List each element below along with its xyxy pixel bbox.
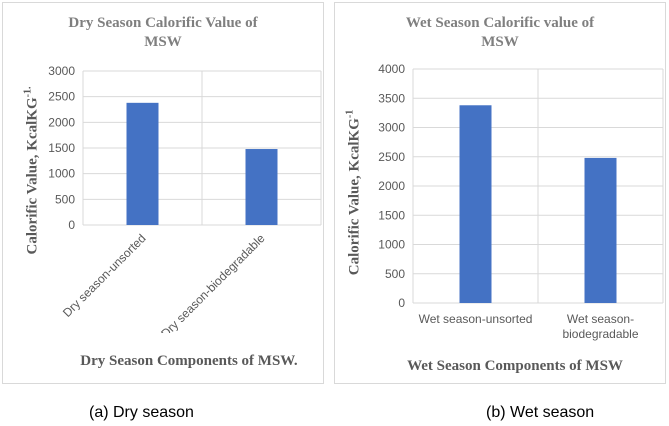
dry-chart-title-line-2: MSW bbox=[144, 34, 182, 50]
dry-bar bbox=[245, 149, 278, 225]
wet-category-label-line: biodegradable bbox=[562, 327, 638, 341]
dry-y-tick-label: 0 bbox=[68, 218, 75, 232]
wet-y-tick-label: 3000 bbox=[378, 121, 405, 135]
dry-plot-area: 0 500 1000 1500 2000 2500 3000 Dry season-unsor… bbox=[48, 64, 322, 333]
wet-y-tick-label: 500 bbox=[385, 267, 405, 281]
wet-y-tick-label: 1000 bbox=[378, 238, 405, 252]
dry-y-tick-label: 2500 bbox=[48, 90, 75, 104]
wet-y-tick-label: 2000 bbox=[378, 179, 405, 193]
wet-category-label: Wet season-unsorted bbox=[419, 312, 533, 326]
wet-y-tick-label: 3500 bbox=[378, 91, 405, 105]
wet-bar bbox=[584, 157, 617, 303]
wet-y-tick-label: 4000 bbox=[378, 62, 405, 76]
dry-chart-title-line-1: Dry Season Calorific Value of bbox=[68, 15, 258, 31]
dry-y-tick-label: 2000 bbox=[48, 115, 75, 129]
wet-plot-area: 0 500 1000 1500 2000 2500 3000 3500 4000 Wet seas… bbox=[378, 62, 664, 341]
wet-y-tick-label: 2500 bbox=[378, 150, 405, 164]
wet-chart-title-line-2: MSW bbox=[481, 34, 519, 50]
wet-chart-title: Wet Season Calorific value of MSW bbox=[335, 14, 665, 52]
wet-category-label-line: Wet season- bbox=[567, 312, 634, 326]
wet-chart-title-line-1: Wet Season Calorific value of bbox=[405, 15, 595, 31]
caption-wet-season: (b) Wet season bbox=[486, 404, 595, 421]
wet-y-tick-label: 0 bbox=[398, 296, 405, 310]
dry-y-tick-label: 500 bbox=[55, 192, 75, 206]
wet-season-chart-panel: Wet Season Calorific value of MSW Calori… bbox=[334, 2, 666, 384]
caption-dry-season: (a) Dry season bbox=[89, 404, 194, 421]
dry-season-chart-panel: Dry Season Calorific Value of MSW Calori… bbox=[2, 2, 324, 384]
dry-x-axis-title: Dry Season Components of MSW. bbox=[80, 353, 298, 369]
dry-y-tick-label: 1000 bbox=[48, 167, 75, 181]
wet-category-label-line: Wet season-unsorted bbox=[419, 312, 533, 326]
dry-bar bbox=[126, 102, 159, 225]
wet-bar bbox=[459, 105, 492, 304]
dry-y-tick-label: 3000 bbox=[48, 64, 75, 78]
wet-x-axis-title: Wet Season Components of MSW bbox=[407, 358, 623, 374]
wet-y-tick-label: 1500 bbox=[378, 208, 405, 222]
wet-category-label: Wet season-biodegradable bbox=[562, 312, 638, 341]
dry-chart-title: Dry Season Calorific Value of MSW bbox=[3, 14, 323, 52]
dry-category-label: Dry season-biodegradable bbox=[158, 231, 268, 333]
dry-category-label: Dry season-unsorted bbox=[60, 231, 149, 320]
dry-y-tick-label: 1500 bbox=[48, 141, 75, 155]
